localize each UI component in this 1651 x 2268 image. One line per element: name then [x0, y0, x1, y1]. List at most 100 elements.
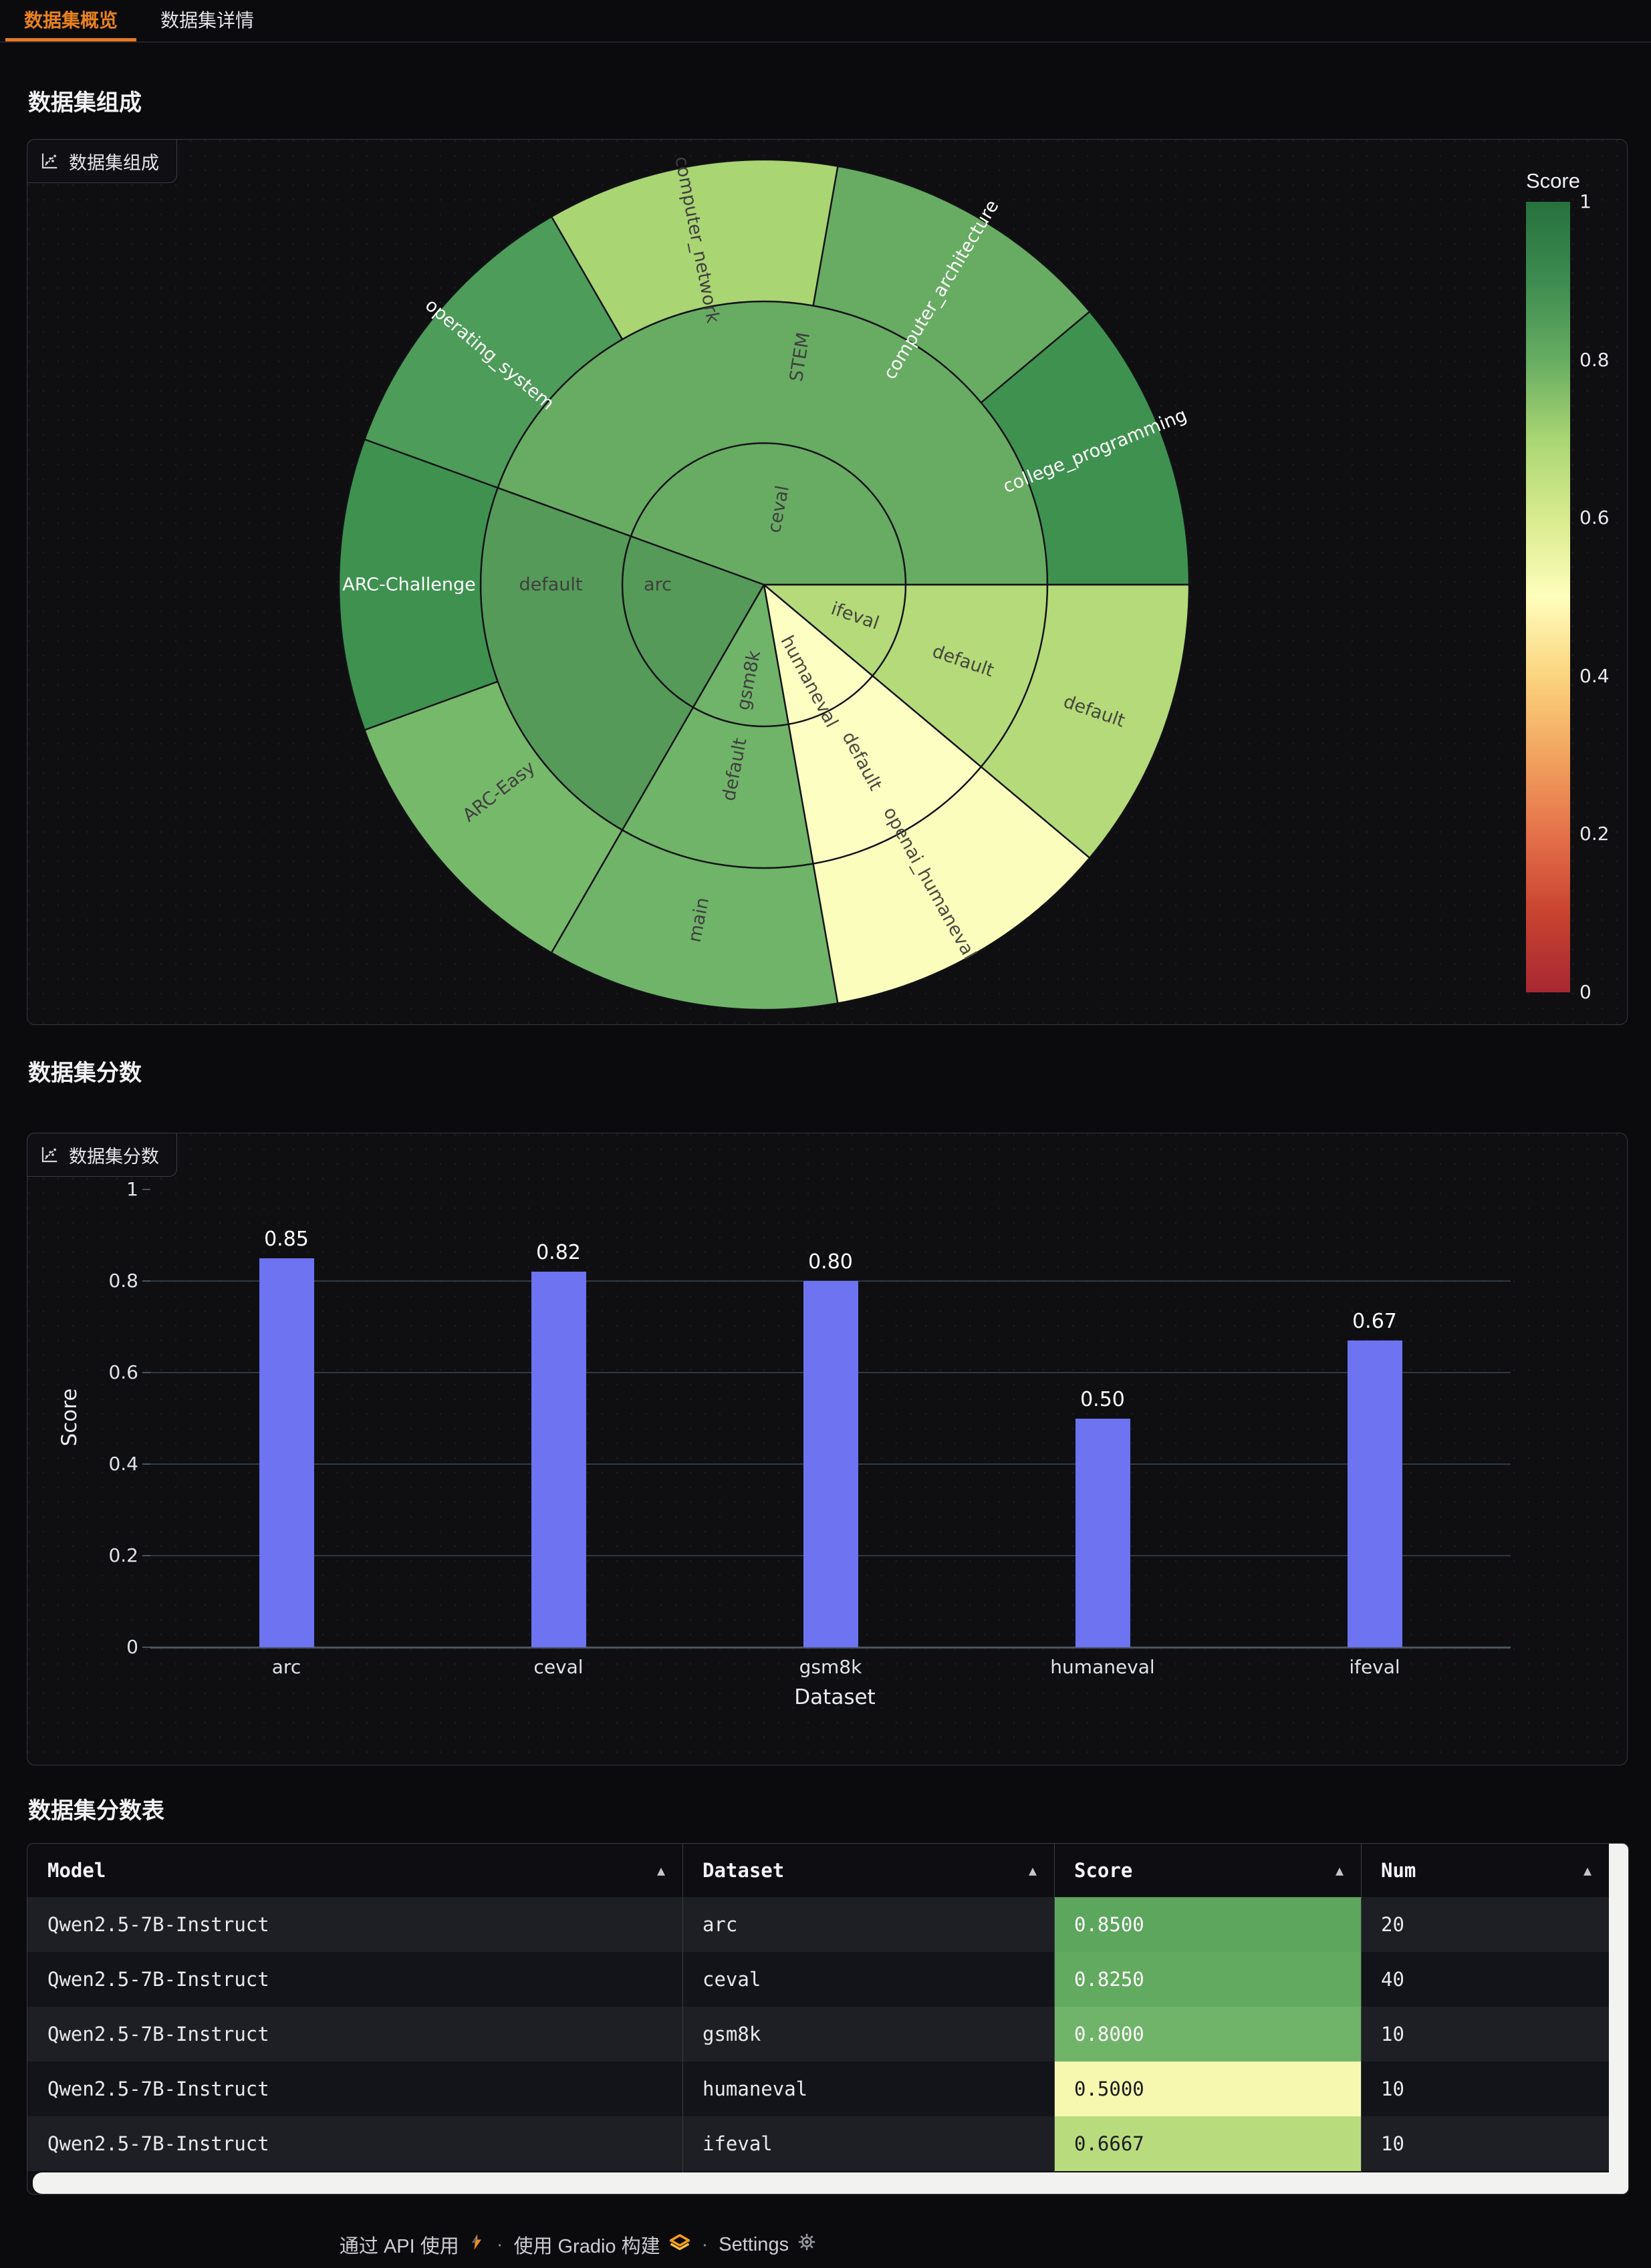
- table-row-arc: Qwen2.5-7B-Instruct arc 0.8500 20: [27, 1897, 1609, 1952]
- sort-arrow-icon[interactable]: ▲: [1028, 1862, 1037, 1878]
- cell-score[interactable]: 0.5000: [1054, 2062, 1361, 2116]
- y-tick-label-0.8: 0.8: [108, 1270, 138, 1292]
- sunburst-label: default: [519, 575, 582, 595]
- sunburst-label: arc: [644, 575, 672, 595]
- x-tick-label-humaneval: humaneval: [1050, 1656, 1155, 1678]
- built-with-gradio-link[interactable]: 使用 Gradio 构建: [513, 2231, 690, 2259]
- y-tick-label-1: 1: [126, 1178, 138, 1200]
- table-row-ifeval: Qwen2.5-7B-Instruct ifeval 0.6667 10: [27, 2116, 1609, 2171]
- column-header-score[interactable]: Score ▲: [1074, 1859, 1344, 1882]
- y-tick-mark: [142, 1189, 150, 1190]
- cell-score[interactable]: 0.8500: [1054, 1897, 1361, 1952]
- bar-value-label-ifeval: 0.67: [1352, 1310, 1397, 1334]
- bar-ceval[interactable]: [531, 1272, 586, 1647]
- colorbar-tick-0.4: 0.4: [1579, 664, 1610, 687]
- cell-num[interactable]: 40: [1381, 1968, 1404, 1991]
- column-header-dataset[interactable]: Dataset ▲: [703, 1859, 1037, 1882]
- gear-icon: [797, 2232, 817, 2257]
- bar-chart: Score Dataset 0 0.2 0.4 0.6 0.8 1 0.85 arc 0.82 c…: [27, 1133, 1627, 1765]
- column-header-model[interactable]: Model ▲: [47, 1859, 665, 1882]
- cell-num[interactable]: 10: [1381, 2132, 1404, 2155]
- y-tick-mark: [142, 1372, 150, 1373]
- separator-dot: ·: [496, 2233, 503, 2255]
- separator-dot: ·: [701, 2233, 709, 2255]
- column-header-num[interactable]: Num ▲: [1381, 1859, 1592, 1882]
- y-tick-mark: [142, 1463, 150, 1465]
- cell-num[interactable]: 20: [1381, 1913, 1404, 1936]
- bar-value-label-arc: 0.85: [264, 1227, 309, 1251]
- cell-dataset[interactable]: ifeval: [703, 2132, 773, 2155]
- y-tick-label-0.2: 0.2: [108, 1544, 138, 1566]
- cell-model[interactable]: Qwen2.5-7B-Instruct: [47, 2132, 269, 2155]
- cell-model[interactable]: Qwen2.5-7B-Instruct: [47, 2023, 269, 2045]
- y-tick-label-0.6: 0.6: [108, 1361, 138, 1383]
- bar-arc[interactable]: [259, 1258, 314, 1647]
- colorbar-tick-0.2: 0.2: [1579, 823, 1610, 845]
- tab-dataset-details[interactable]: 数据集详情: [142, 0, 273, 41]
- cell-model[interactable]: Qwen2.5-7B-Instruct: [47, 1968, 269, 1991]
- heading-score-table: 数据集分数表: [28, 1798, 164, 1824]
- bar-gsm8k[interactable]: [803, 1281, 858, 1647]
- x-axis-line: [150, 1647, 1511, 1649]
- cell-num[interactable]: 10: [1381, 2078, 1404, 2100]
- table-header-row: Model ▲ Dataset ▲ Score ▲ Num ▲: [27, 1844, 1609, 1898]
- cell-score[interactable]: 0.8250: [1054, 1952, 1361, 2007]
- bar-ifeval[interactable]: [1347, 1340, 1402, 1647]
- y-tick-label-0: 0: [126, 1636, 138, 1658]
- cell-model[interactable]: Qwen2.5-7B-Instruct: [47, 1913, 269, 1936]
- composition-chart-chip-label: 数据集组成: [69, 152, 159, 173]
- y-tick-mark: [142, 1647, 150, 1648]
- score-dataframe: Model ▲ Dataset ▲ Score ▲ Num ▲ Qwen2.5-7B-I…: [27, 1843, 1629, 2194]
- bar-value-label-gsm8k: 0.80: [808, 1250, 853, 1274]
- composition-panel: 数据集组成 ceval arc gsm8k humaneval ifeval STEM de…: [27, 139, 1628, 1025]
- colorbar-tick-0: 0: [1579, 981, 1592, 1003]
- sort-arrow-icon[interactable]: ▲: [1583, 1862, 1592, 1878]
- cell-dataset[interactable]: humaneval: [703, 2078, 808, 2100]
- tab-dataset-overview[interactable]: 数据集概览: [5, 0, 137, 41]
- cell-dataset[interactable]: arc: [703, 1913, 738, 1936]
- x-tick-label-arc: arc: [271, 1656, 301, 1678]
- sort-arrow-icon[interactable]: ▲: [1335, 1862, 1344, 1878]
- horizontal-scrollbar[interactable]: [33, 2172, 1628, 2194]
- x-tick-label-gsm8k: gsm8k: [799, 1656, 862, 1678]
- heading-composition: 数据集组成: [28, 90, 142, 116]
- lightning-icon: [467, 2233, 486, 2257]
- table-row-humaneval: Qwen2.5-7B-Instruct humaneval 0.5000 10: [27, 2062, 1609, 2116]
- y-tick-mark: [142, 1280, 150, 1282]
- column-divider: [1054, 1844, 1055, 2172]
- table-row-ceval: Qwen2.5-7B-Instruct ceval 0.8250 40: [27, 1952, 1609, 2007]
- x-tick-label-ceval: ceval: [533, 1656, 584, 1678]
- colorbar-tick-0.6: 0.6: [1579, 507, 1610, 529]
- cell-model[interactable]: Qwen2.5-7B-Instruct: [47, 2078, 269, 2100]
- gradio-logo-icon: [668, 2233, 691, 2257]
- scores-chart-chip-label: 数据集分数: [69, 1146, 159, 1167]
- scores-chart-chip: 数据集分数: [27, 1133, 177, 1177]
- colorbar-tick-1: 1: [1579, 190, 1592, 212]
- settings-link[interactable]: Settings: [719, 2232, 817, 2257]
- vertical-scrollbar[interactable]: [1609, 1844, 1628, 2194]
- scatter-chart-icon: [39, 151, 59, 171]
- cell-num[interactable]: 10: [1381, 2023, 1404, 2045]
- tabbar: 数据集概览 数据集详情: [0, 0, 1651, 43]
- scatter-chart-icon: [39, 1145, 59, 1165]
- cell-score[interactable]: 0.8000: [1054, 2007, 1361, 2062]
- bar-value-label-humaneval: 0.50: [1080, 1387, 1125, 1411]
- sunburst-segment-default[interactable]: [980, 583, 1190, 859]
- use-via-api-link[interactable]: 通过 API 使用: [340, 2231, 486, 2259]
- y-tick-label-0.4: 0.4: [108, 1453, 138, 1475]
- footer: 通过 API 使用 · 使用 Gradio 构建 · Settings: [0, 2231, 1156, 2259]
- cell-score[interactable]: 0.6667: [1054, 2116, 1361, 2171]
- column-divider: [682, 1844, 683, 2172]
- x-tick-label-ifeval: ifeval: [1349, 1656, 1400, 1678]
- colorbar-tick-0.8: 0.8: [1579, 348, 1610, 371]
- bar-humaneval[interactable]: [1075, 1418, 1130, 1647]
- cell-dataset[interactable]: ceval: [703, 1968, 761, 1991]
- column-divider: [1361, 1844, 1362, 2172]
- sunburst-label: ARC-Challenge: [342, 575, 475, 595]
- y-axis-title: Score: [57, 1388, 82, 1447]
- bar-value-label-ceval: 0.82: [536, 1241, 581, 1265]
- sort-arrow-icon[interactable]: ▲: [656, 1862, 665, 1878]
- cell-dataset[interactable]: gsm8k: [703, 2023, 761, 2045]
